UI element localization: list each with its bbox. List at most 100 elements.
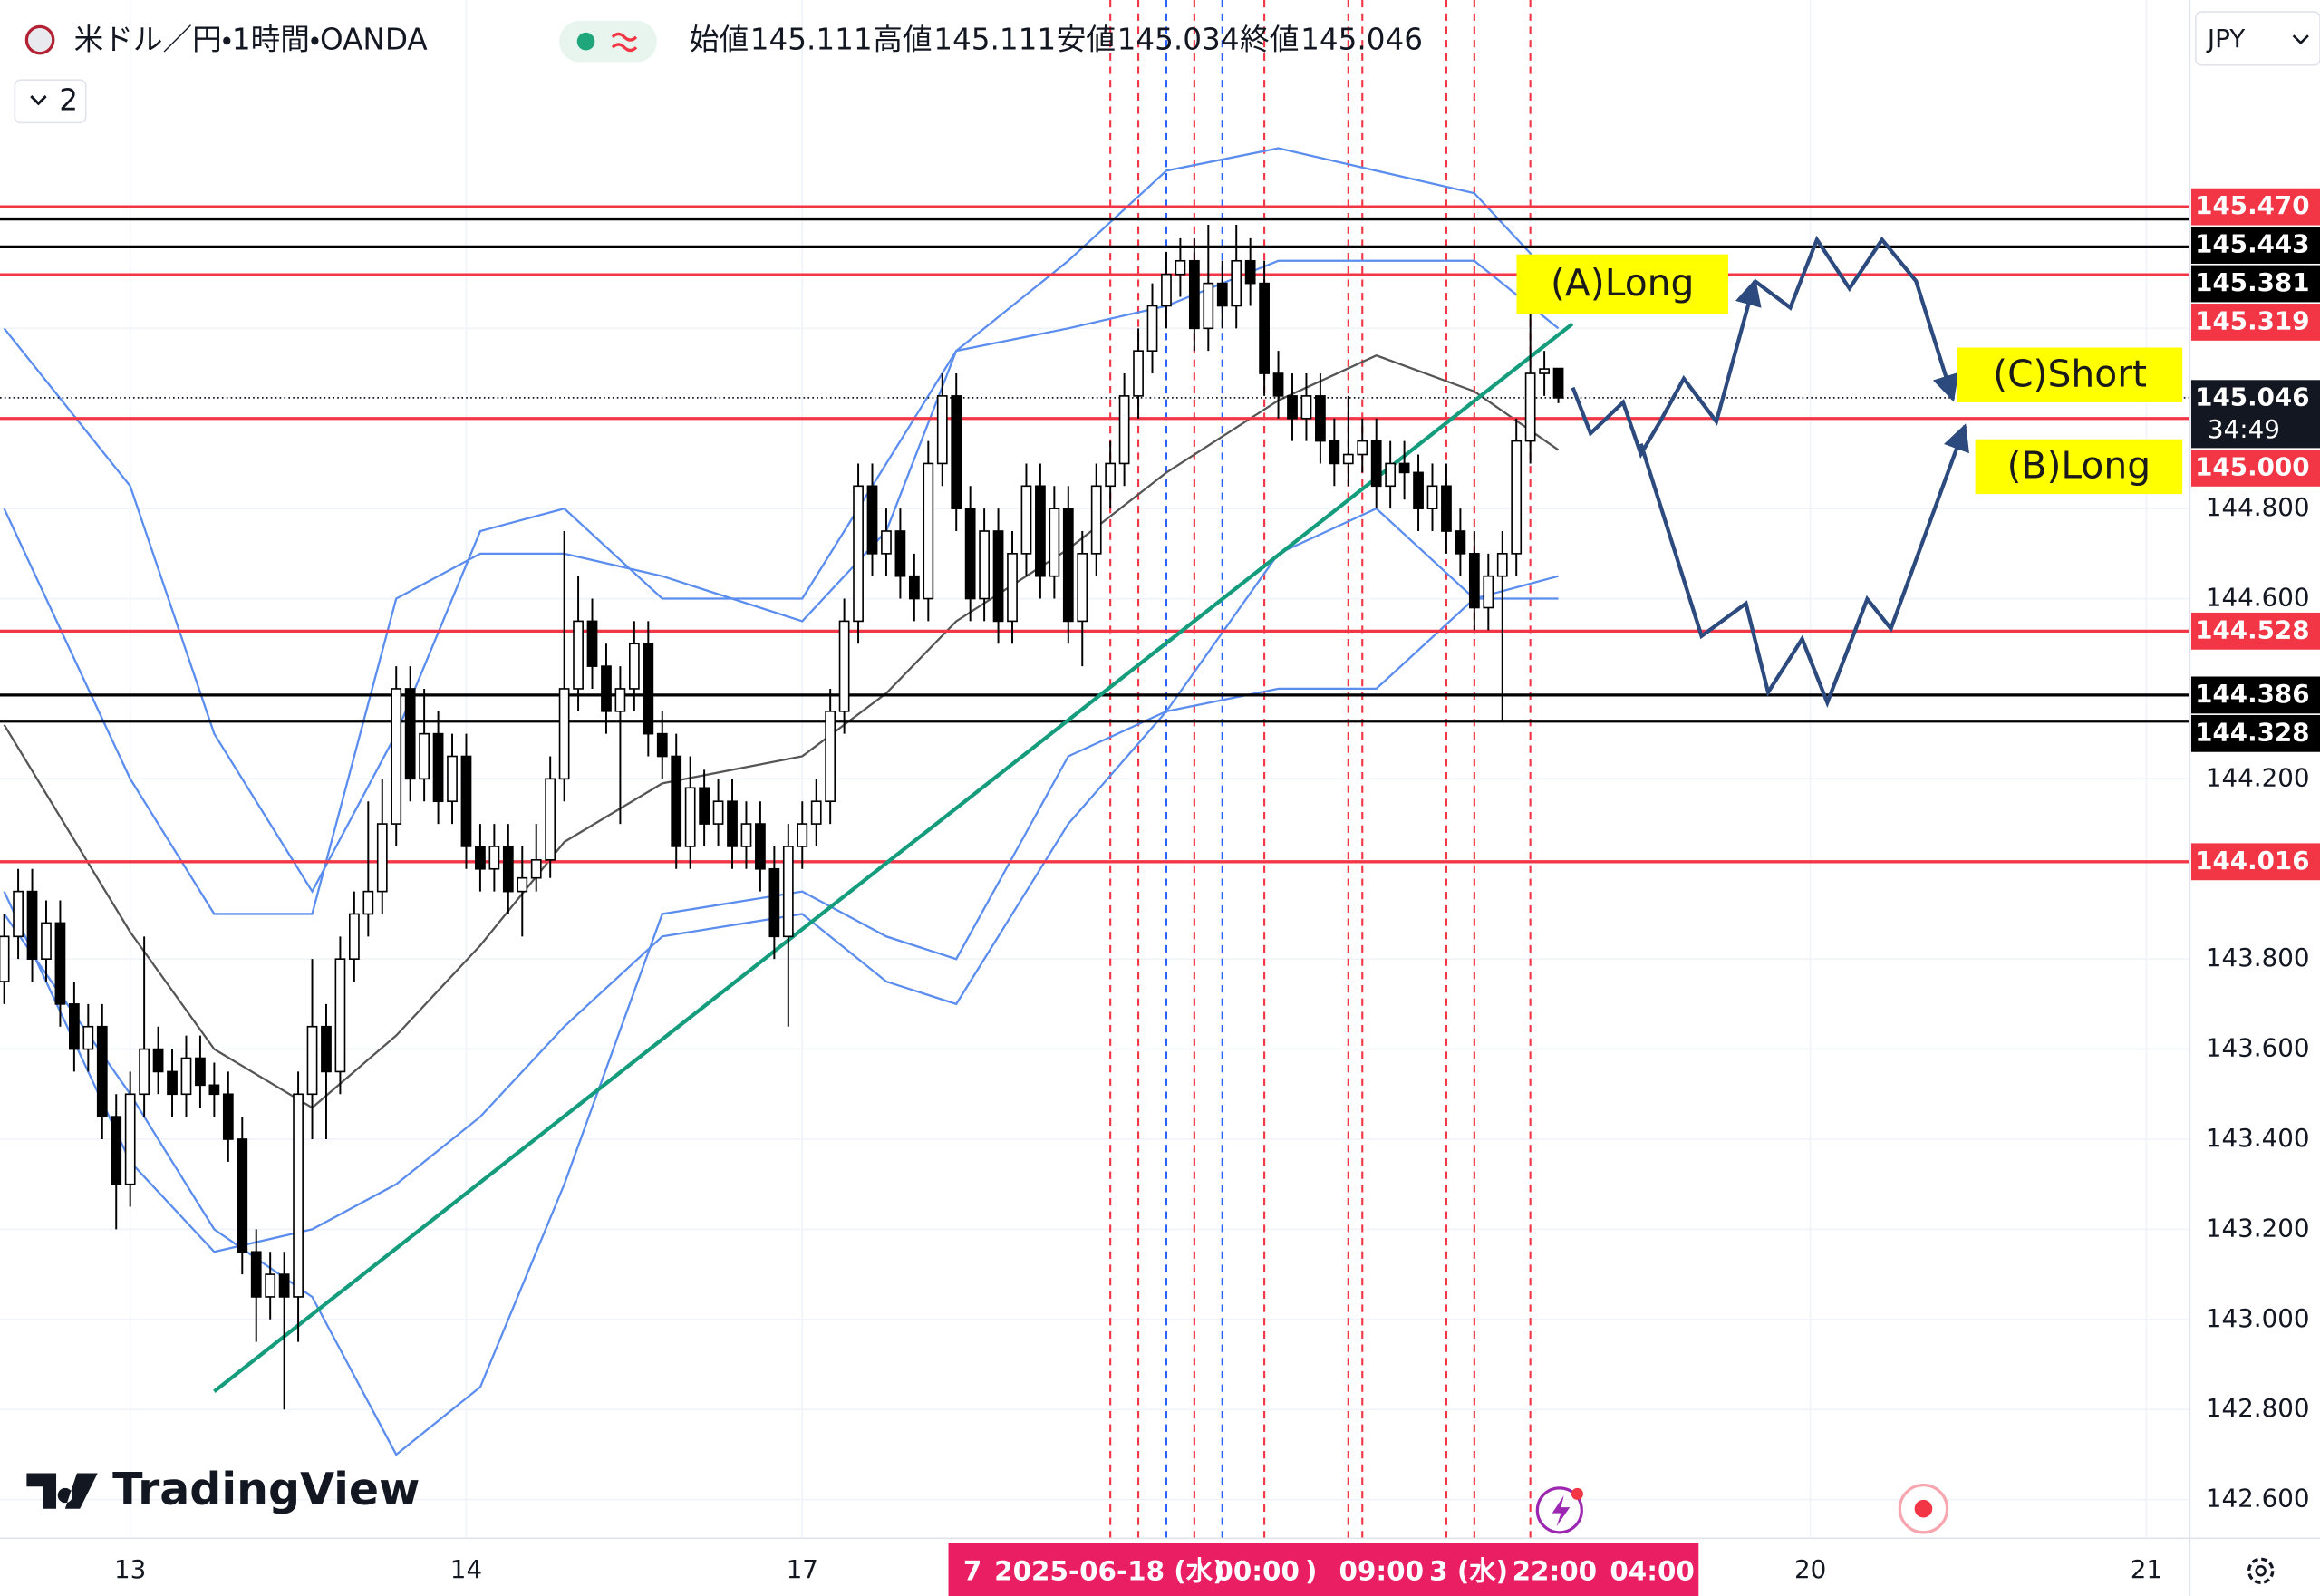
y-tick-label: 144.200 bbox=[2206, 762, 2310, 792]
candle-body bbox=[838, 620, 850, 712]
y-tick-label: 144.600 bbox=[2206, 583, 2310, 613]
candle-body bbox=[1441, 485, 1452, 532]
ohlc-label: 安値 bbox=[1057, 23, 1116, 57]
candle-body bbox=[195, 1057, 206, 1087]
candle-body bbox=[1455, 530, 1466, 555]
candle-body bbox=[362, 890, 374, 915]
candle-body bbox=[992, 530, 1004, 623]
crosshair-time-label: 2025-06-18 (水) bbox=[994, 1555, 1224, 1586]
candle-body bbox=[152, 1048, 164, 1073]
level-label: 145.443 bbox=[2195, 229, 2309, 259]
candle-body bbox=[1315, 395, 1326, 442]
candle-body bbox=[768, 867, 780, 938]
candle-body bbox=[586, 620, 598, 667]
currency-button[interactable]: JPY bbox=[2195, 11, 2320, 66]
annotation-text: (A)Long bbox=[1551, 261, 1694, 305]
candle-body bbox=[881, 530, 892, 555]
toggle-box[interactable] bbox=[14, 79, 87, 124]
indicators-toggle[interactable]: 2 bbox=[14, 79, 87, 124]
candle-body bbox=[1357, 440, 1368, 456]
candle-body bbox=[1146, 305, 1158, 353]
candle-body bbox=[124, 1093, 136, 1185]
candle-body bbox=[475, 846, 486, 870]
target-dot[interactable] bbox=[1914, 1499, 1933, 1518]
candle-body bbox=[321, 1025, 332, 1073]
logo[interactable]: TradingView bbox=[26, 1464, 420, 1515]
alert-bolt[interactable] bbox=[1552, 1495, 1571, 1527]
candle-body bbox=[964, 508, 976, 600]
candle-body bbox=[894, 530, 906, 577]
level-tag bbox=[2190, 714, 2320, 752]
candle-body bbox=[1105, 462, 1116, 488]
candle-body bbox=[1007, 553, 1018, 623]
scenario-path-b bbox=[1638, 423, 1969, 709]
candle-body bbox=[1342, 453, 1354, 465]
candle-body bbox=[727, 800, 738, 847]
candle-body bbox=[432, 732, 444, 803]
candle-body bbox=[923, 462, 934, 600]
candle-body bbox=[1244, 259, 1256, 285]
candle-body bbox=[1090, 485, 1102, 555]
crosshair-time-label: 22:00 bbox=[1513, 1555, 1598, 1586]
indicator-count[interactable]: 2 bbox=[59, 83, 78, 118]
candle-body bbox=[1398, 462, 1410, 474]
candle-body bbox=[1385, 462, 1397, 488]
candle-body bbox=[1329, 440, 1340, 465]
y-tick-label: 142.800 bbox=[2206, 1393, 2310, 1423]
candle-body bbox=[96, 1025, 108, 1117]
currency-label[interactable]: JPY bbox=[2206, 24, 2245, 53]
currency-box[interactable] bbox=[2195, 11, 2320, 66]
candle-body bbox=[1496, 553, 1508, 577]
candle-body bbox=[825, 710, 836, 803]
alert-dot[interactable] bbox=[1571, 1487, 1583, 1500]
candle-body bbox=[391, 688, 402, 825]
candle-body bbox=[376, 823, 388, 893]
data-delay-icon bbox=[611, 32, 638, 53]
flag-icon bbox=[24, 24, 55, 55]
candle-body bbox=[488, 846, 500, 870]
candle-body bbox=[1231, 259, 1242, 307]
candle-body bbox=[293, 1093, 304, 1298]
alert-icon[interactable] bbox=[1535, 1486, 1583, 1534]
candle-body bbox=[1300, 395, 1312, 420]
symbol-title: 米ドル／円・1時間・OANDA bbox=[74, 23, 429, 57]
candle-body bbox=[180, 1057, 192, 1096]
band-line bbox=[3, 353, 1560, 1109]
goto-realtime[interactable] bbox=[1898, 1483, 1949, 1534]
band-line bbox=[3, 147, 1560, 894]
ohlc-value: 145.046 bbox=[1300, 23, 1423, 57]
settings-button[interactable] bbox=[2248, 1557, 2275, 1584]
trend-line bbox=[213, 322, 1574, 1393]
candles bbox=[0, 225, 1564, 1410]
candle-body bbox=[460, 755, 472, 847]
candle-body bbox=[278, 1273, 290, 1298]
annotation-box bbox=[1958, 347, 2183, 402]
band-line bbox=[3, 575, 1559, 1253]
candle-body bbox=[306, 1025, 318, 1096]
candle-body bbox=[643, 643, 654, 735]
y-tick-label: 143.800 bbox=[2206, 943, 2310, 972]
annotation-text: (C)Short bbox=[1993, 352, 2147, 395]
status-badge bbox=[559, 20, 657, 63]
candle-body bbox=[139, 1048, 150, 1096]
chevron-icon[interactable] bbox=[30, 95, 47, 106]
current-price-label: 145.046 bbox=[2195, 382, 2309, 412]
chevron-icon[interactable] bbox=[2292, 34, 2309, 45]
candle-body bbox=[1272, 372, 1284, 397]
candle-body bbox=[54, 922, 66, 1005]
gear-hole[interactable] bbox=[2255, 1565, 2267, 1577]
candle-body bbox=[1188, 259, 1200, 330]
y-tick-label: 143.000 bbox=[2206, 1303, 2310, 1333]
candle-body bbox=[1161, 273, 1172, 307]
candle-body bbox=[1035, 485, 1046, 577]
x-tick-label: 14 bbox=[450, 1554, 482, 1584]
logo-mark[interactable] bbox=[26, 1473, 98, 1509]
crosshair-time-box bbox=[948, 1543, 1699, 1596]
gear-icon[interactable] bbox=[2248, 1557, 2275, 1584]
alert-ring[interactable] bbox=[1535, 1486, 1583, 1534]
level-tag bbox=[2190, 449, 2320, 487]
ohlc-value: 145.034 bbox=[1117, 23, 1240, 57]
logo-text[interactable]: TradingView bbox=[112, 1464, 420, 1515]
header: 米ドル／円・1時間・OANDA 始値 145.111 高値 145.111 安値… bbox=[14, 11, 2320, 1584]
